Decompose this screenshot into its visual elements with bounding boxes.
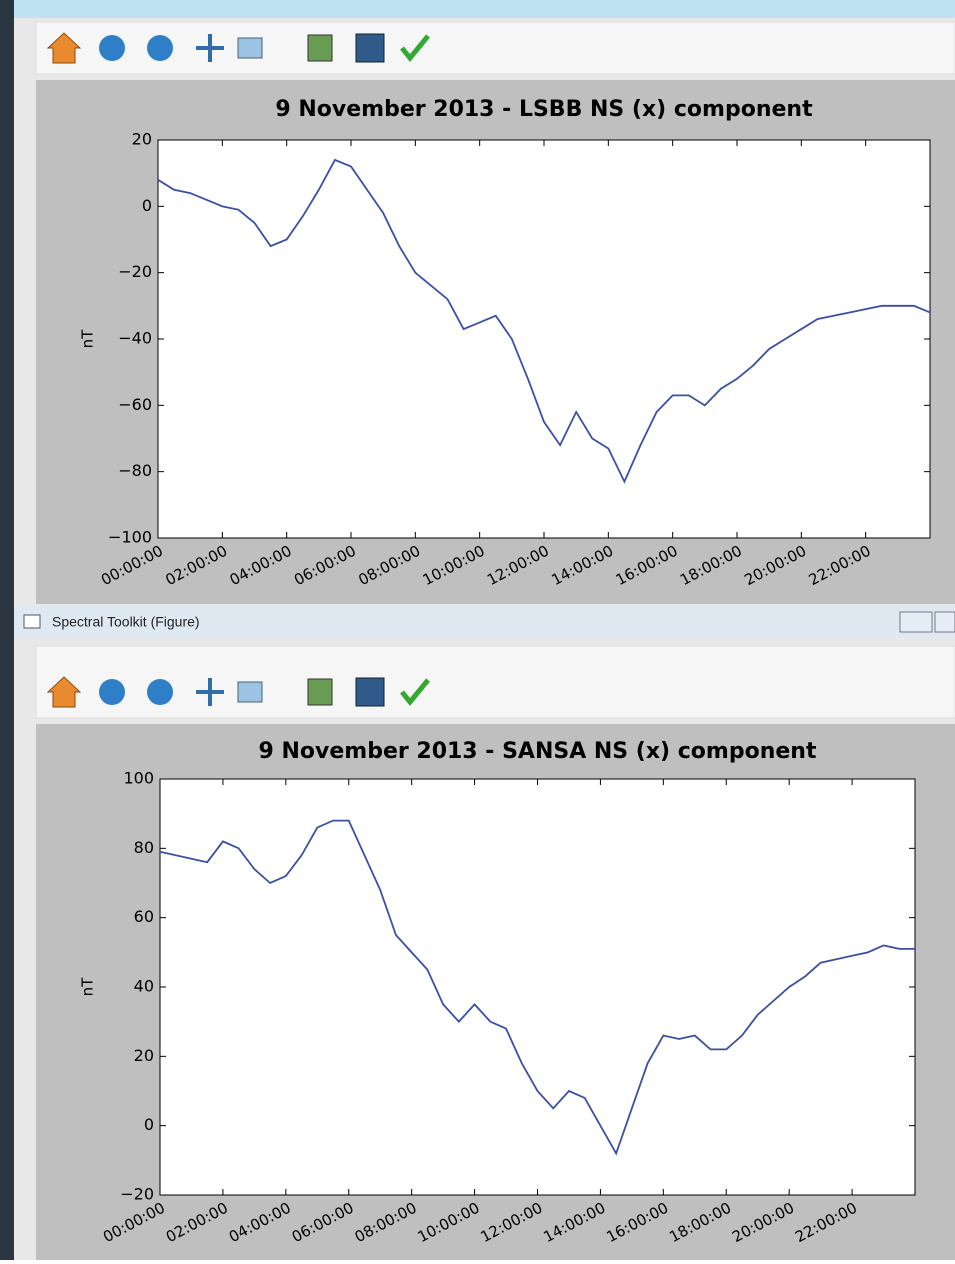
- home-button[interactable]: [46, 676, 82, 708]
- y-tick-label: −80: [118, 461, 152, 480]
- y-tick-label: −20: [118, 262, 152, 281]
- y-tick-label: 100: [123, 769, 154, 788]
- zoom-button[interactable]: [237, 37, 263, 59]
- pan-button[interactable]: [196, 678, 224, 706]
- forward-button[interactable]: [147, 679, 173, 705]
- data-line: [159, 819, 915, 1156]
- y-tick-label: 0: [142, 196, 152, 215]
- y-axis-label: nT: [79, 977, 97, 997]
- toolbar: [35, 21, 955, 75]
- y-tick-label: 20: [134, 1046, 154, 1065]
- chart-title: 9 November 2013 - LSBB NS (x) component: [275, 97, 813, 122]
- y-tick-label: −60: [118, 395, 152, 414]
- data-line: [157, 158, 931, 484]
- edit-button[interactable]: [400, 34, 430, 62]
- y-tick-label: 80: [134, 838, 154, 857]
- back-button[interactable]: [99, 35, 125, 61]
- toolbar: [35, 645, 955, 719]
- subplots-button[interactable]: [307, 678, 333, 706]
- window-icon: [23, 614, 41, 629]
- left-edge: [0, 0, 14, 1260]
- minimize-button[interactable]: [899, 611, 933, 633]
- chart-title: 9 November 2013 - SANSA NS (x) component: [259, 739, 817, 764]
- home-button[interactable]: [46, 32, 82, 64]
- plot-area: [157, 139, 931, 539]
- y-axis-label: nT: [79, 329, 97, 349]
- back-button[interactable]: [99, 679, 125, 705]
- y-tick-label: −100: [108, 528, 152, 547]
- y-tick-label: 60: [134, 907, 154, 926]
- pan-button[interactable]: [196, 34, 224, 62]
- y-tick-label: 0: [144, 1115, 154, 1134]
- y-tick-label: −40: [118, 329, 152, 348]
- y-tick-label: 20: [132, 130, 152, 149]
- window-title: Spectral Toolkit (Figure): [52, 614, 200, 630]
- zoom-button[interactable]: [237, 681, 263, 703]
- plot-area: [159, 778, 916, 1196]
- edit-button[interactable]: [400, 678, 430, 706]
- maximize-button[interactable]: [934, 611, 955, 633]
- save-button[interactable]: [355, 677, 385, 707]
- save-button[interactable]: [355, 33, 385, 63]
- y-tick-label: 40: [134, 977, 154, 996]
- y-tick-label: −20: [120, 1185, 154, 1204]
- title-bar: [14, 606, 955, 638]
- subplots-button[interactable]: [307, 34, 333, 62]
- forward-button[interactable]: [147, 35, 173, 61]
